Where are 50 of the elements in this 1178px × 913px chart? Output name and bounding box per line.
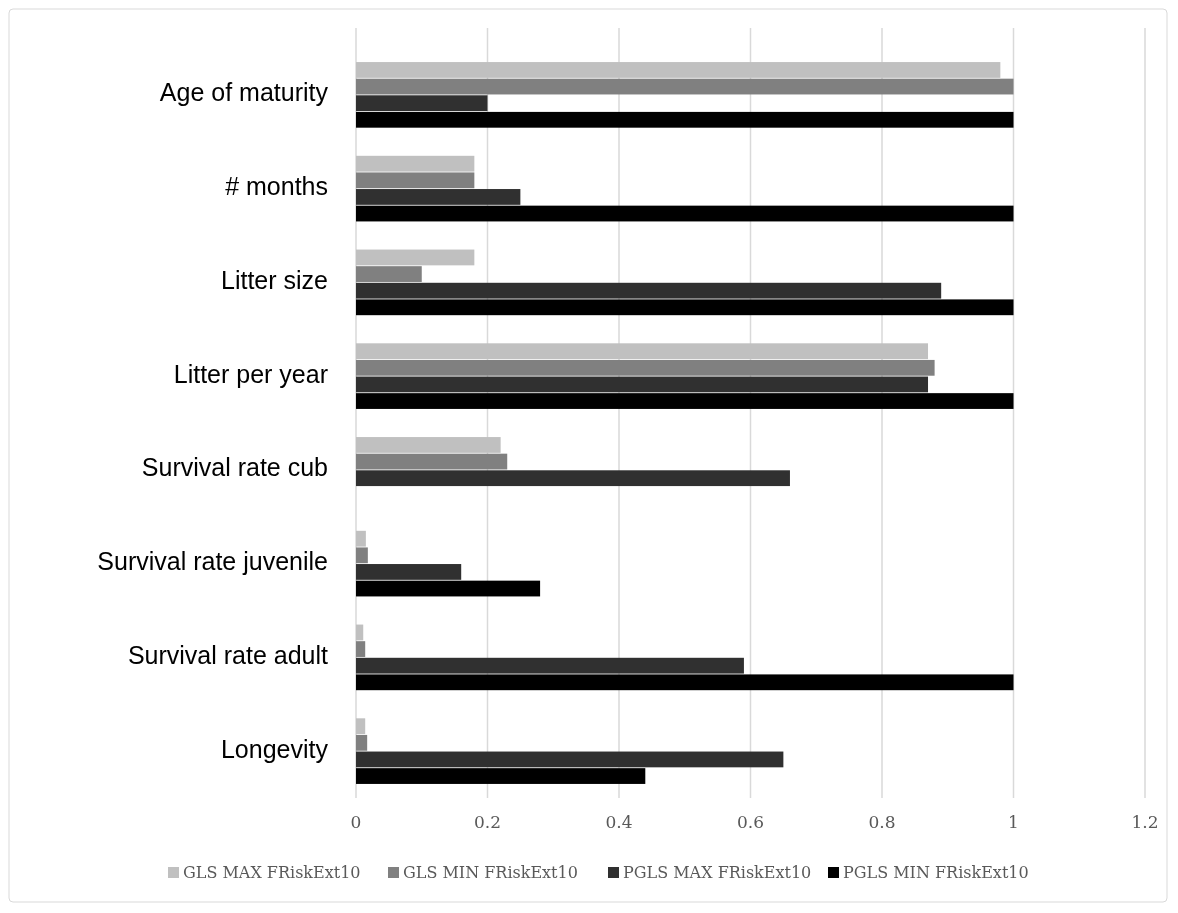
bar bbox=[356, 641, 366, 657]
legend-label: GLS MIN FRiskExt10 bbox=[403, 862, 578, 882]
legend-label: GLS MAX FRiskExt10 bbox=[183, 862, 361, 882]
y-tick-label: Survival rate cub bbox=[141, 453, 328, 482]
x-tick-label: 0.6 bbox=[736, 812, 765, 832]
bar bbox=[356, 78, 1014, 95]
bar bbox=[356, 624, 364, 641]
bar bbox=[356, 205, 1014, 222]
y-tick-label: Longevity bbox=[220, 734, 329, 763]
bar bbox=[356, 768, 646, 784]
x-tick-label: 0 bbox=[350, 812, 362, 832]
bar bbox=[356, 189, 521, 205]
bar bbox=[356, 62, 1001, 78]
bar bbox=[356, 674, 1014, 691]
legend-label: PGLS MIN FRiskExt10 bbox=[843, 862, 1029, 882]
bar bbox=[356, 172, 475, 189]
bar bbox=[356, 470, 790, 487]
x-tick-label: 0.2 bbox=[473, 812, 502, 832]
bar bbox=[356, 547, 368, 564]
x-tick-label: 1.2 bbox=[1131, 812, 1159, 832]
x-tick-label: 1 bbox=[1008, 812, 1019, 832]
bar bbox=[356, 95, 488, 112]
y-tick-label: Survival rate juvenile bbox=[97, 547, 328, 576]
bar bbox=[356, 359, 935, 376]
bar bbox=[356, 734, 368, 751]
y-tick-label: Survival rate adult bbox=[127, 640, 329, 669]
x-tick-label: 0.8 bbox=[868, 812, 896, 832]
bar bbox=[356, 564, 462, 580]
bar bbox=[356, 299, 1014, 316]
y-tick-label: Litter size bbox=[221, 265, 328, 294]
bar bbox=[356, 266, 422, 282]
bar bbox=[356, 249, 475, 266]
bar bbox=[356, 393, 1014, 409]
bar bbox=[356, 657, 744, 674]
bar bbox=[356, 282, 942, 299]
bar bbox=[356, 155, 475, 172]
y-tick-label: Litter per year bbox=[173, 359, 328, 388]
bar bbox=[356, 453, 508, 470]
bar bbox=[356, 111, 1014, 128]
bar bbox=[356, 530, 366, 547]
bar bbox=[356, 580, 541, 597]
y-tick-label: Age of maturity bbox=[159, 78, 329, 107]
bar bbox=[356, 437, 501, 453]
bar bbox=[356, 751, 784, 768]
bar bbox=[356, 343, 929, 360]
bar bbox=[356, 718, 366, 735]
y-tick-label: # months bbox=[225, 172, 328, 201]
legend-label: PGLS MAX FRiskExt10 bbox=[623, 862, 812, 882]
x-tick-label: 0.4 bbox=[605, 812, 633, 832]
bar bbox=[356, 376, 929, 393]
